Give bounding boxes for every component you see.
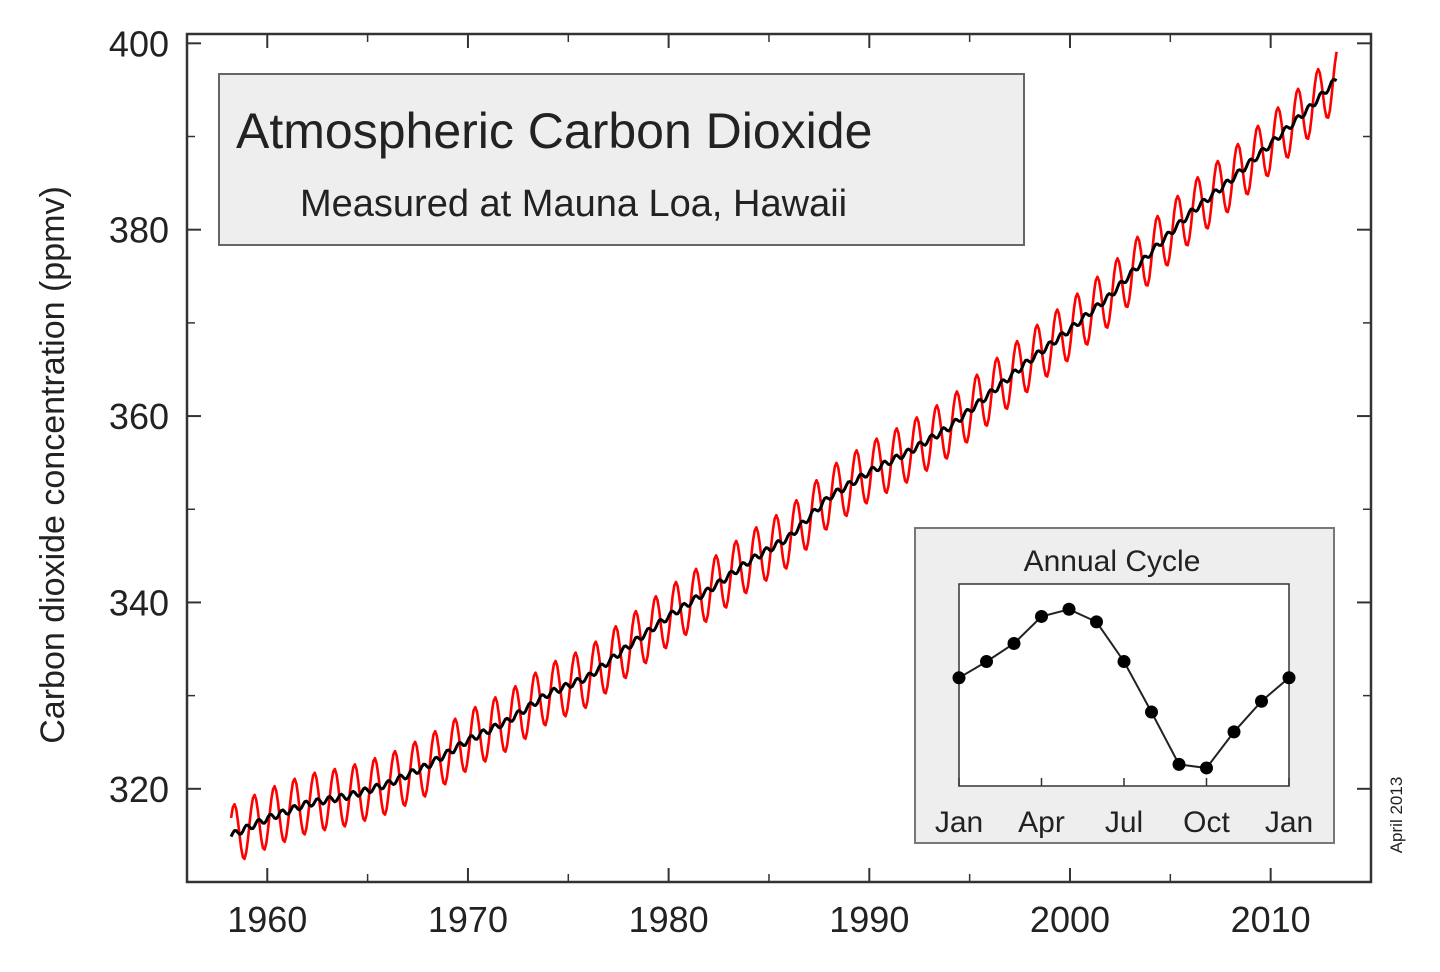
inset-point [952,671,966,685]
inset-x-tick-label: Apr [1018,806,1065,839]
inset-point [1200,761,1213,775]
inset-x-tick-label: Jul [1105,806,1143,839]
inset-point [1172,757,1186,771]
inset-point [1145,705,1158,719]
inset-x-tick-label: Jan [1265,806,1313,839]
chart-subtitle: Measured at Mauna Loa, Hawaii [300,183,847,225]
chart-title: Atmospheric Carbon Dioxide [236,103,872,159]
y-axis: 320 340 360 380 400 [109,23,1371,810]
minor-ticks [187,34,1371,882]
inset-point [1117,655,1131,669]
y-tick-label: 320 [109,769,169,810]
x-axis: 1960 1970 1980 1990 2000 2010 [227,34,1311,940]
credit-text: April 2013 [1387,777,1406,854]
x-tick-label: 2000 [1030,899,1110,940]
inset-point [980,655,993,669]
inset-x-tick-label: Jan [935,806,983,839]
y-tick-label: 380 [109,210,169,251]
inset-title: Annual Cycle [1024,545,1201,578]
x-tick-label: 1960 [227,899,307,940]
y-axis-label: Carbon dioxide concentration (ppmv) [34,186,72,744]
inset-point [1255,694,1268,708]
inset-point [1035,609,1048,623]
inset-point [1227,725,1241,739]
title-box-bg [218,73,1025,246]
inset-x-axis: Jan Apr Jul Oct Jan [935,778,1313,839]
title-box: Atmospheric Carbon Dioxide Measured at M… [218,73,1025,246]
inset-series [952,602,1296,775]
inset-point [1062,602,1076,616]
y-tick-label: 340 [109,582,169,623]
x-tick-label: 1980 [629,899,709,940]
y-tick-label: 400 [109,23,169,64]
x-tick-label: 2010 [1231,899,1311,940]
inset-plot-frame [958,583,1290,787]
series-layer [229,51,1338,861]
inset-x-tick-label: Oct [1183,806,1230,839]
x-tick-label: 1970 [428,899,508,940]
x-tick-label: 1990 [829,899,909,940]
inset-point [1090,615,1103,629]
inset-point [1282,671,1296,685]
trend-series-line [229,78,1338,838]
y-tick-label: 360 [109,396,169,437]
inset-annual-cycle: Annual Cycle Jan Apr Jul Oct Jan [914,527,1335,844]
inset-point [1007,637,1021,651]
